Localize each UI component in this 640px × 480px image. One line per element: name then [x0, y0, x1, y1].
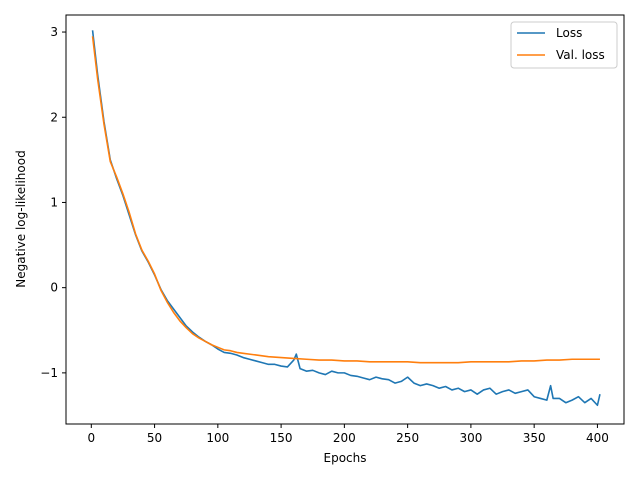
- plot-area: [65, 14, 625, 425]
- x-tick-label: 0: [87, 431, 95, 445]
- series-line-loss: [91, 30, 601, 407]
- y-axis: 3 2 1 0 −1: [40, 25, 66, 380]
- x-axis: 0 50 100 150 200 250 300 350 400: [87, 424, 609, 445]
- x-tick-label: 150: [270, 431, 293, 445]
- series-line-val-loss: [91, 36, 600, 364]
- y-tick-label: 2: [50, 110, 58, 124]
- x-tick-label: 350: [523, 431, 546, 445]
- legend: Loss Val. loss: [510, 21, 618, 69]
- x-axis-label: Epochs: [324, 451, 367, 465]
- y-axis-label: Negative log-likelihood: [14, 150, 28, 287]
- y-tick-label: 1: [50, 195, 58, 209]
- y-tick-label: −1: [40, 366, 58, 380]
- x-tick-label: 400: [586, 431, 609, 445]
- x-tick-label: 100: [206, 431, 229, 445]
- x-tick-label: 250: [396, 431, 419, 445]
- plot-frame: [65, 14, 625, 425]
- x-tick-label: 200: [333, 431, 356, 445]
- series-group: [91, 30, 601, 407]
- x-tick-label: 50: [147, 431, 162, 445]
- y-tick-label: 0: [50, 281, 58, 295]
- y-tick-label: 3: [50, 25, 58, 39]
- legend-label-loss: Loss: [556, 26, 582, 40]
- x-tick-label: 300: [459, 431, 482, 445]
- legend-label-val-loss: Val. loss: [556, 48, 605, 62]
